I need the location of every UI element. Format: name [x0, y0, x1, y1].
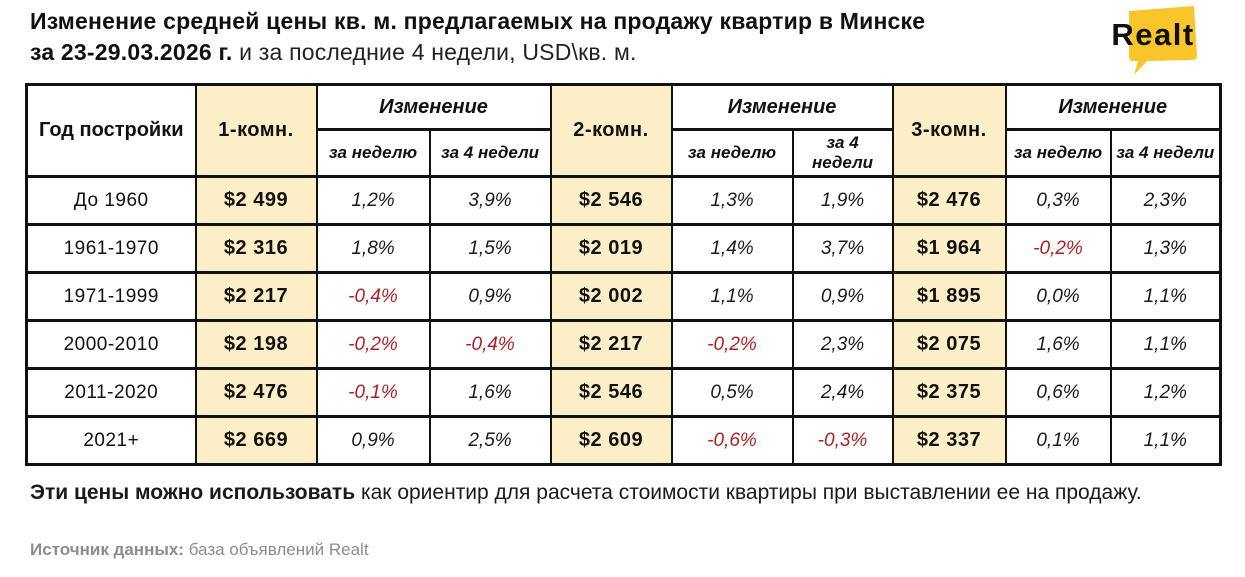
price-cell: $2 198	[194, 319, 318, 370]
change-cell: 0,9%	[315, 415, 431, 466]
col-subheader-4weeks-3: за 4 недели	[1109, 128, 1222, 178]
realt-logo-text: Realt	[1111, 17, 1194, 52]
change-cell: 1,3%	[670, 175, 794, 226]
change-cell: 1,2%	[315, 175, 431, 226]
price-cell: $2 669	[194, 415, 318, 466]
year-cell: 1961-1970	[25, 223, 197, 274]
change-cell: 1,6%	[428, 367, 552, 418]
price-cell: $2 375	[891, 367, 1007, 418]
title-units: и за последние 4 недели, USD\кв. м.	[232, 39, 637, 65]
title-block: Изменение средней цены кв. м. предлагаем…	[30, 6, 1090, 68]
col-header-change-1: Изменение	[315, 83, 552, 131]
change-cell: -0,6%	[670, 415, 794, 466]
price-cell: $2 476	[891, 175, 1007, 226]
price-cell: $2 337	[891, 415, 1007, 466]
change-cell: -0,3%	[791, 415, 894, 466]
price-cell: $2 476	[194, 367, 318, 418]
usage-note-rest: как ориентир для расчета стоимости кварт…	[355, 481, 1142, 504]
table-row: 1971-1999 $2 217 -0,4% 0,9% $2 002 1,1% 0,9% $1…	[25, 271, 1222, 322]
data-source-value: база объявлений Realt	[183, 540, 369, 559]
col-header-rooms-3: 3-комн.	[891, 83, 1007, 178]
price-cell: $2 002	[549, 271, 673, 322]
year-cell: 2011-2020	[25, 367, 197, 418]
change-cell: -0,2%	[1004, 223, 1112, 274]
page-title-line2: за 23-29.03.2026 г. и за последние 4 нед…	[30, 37, 1090, 68]
col-subheader-week-3: за неделю	[1004, 128, 1112, 178]
change-cell: 2,5%	[428, 415, 552, 466]
change-cell: -0,2%	[670, 319, 794, 370]
change-cell: 0,5%	[670, 367, 794, 418]
usage-note: Эти цены можно использовать как ориентир…	[30, 477, 1210, 508]
change-cell: 1,1%	[1109, 319, 1222, 370]
price-cell: $2 499	[194, 175, 318, 226]
change-cell: 0,1%	[1004, 415, 1112, 466]
change-cell: 1,8%	[315, 223, 431, 274]
col-header-change-3: Изменение	[1004, 83, 1222, 131]
data-source-label: Источник данных:	[30, 540, 184, 559]
change-cell: 1,1%	[1109, 415, 1222, 466]
change-cell: 0,9%	[791, 271, 894, 322]
table-row: 1961-1970 $2 316 1,8% 1,5% $2 019 1,4% 3,7% $1 …	[25, 223, 1222, 274]
data-source: Источник данных: база объявлений Realt	[30, 540, 369, 560]
change-cell: -0,1%	[315, 367, 431, 418]
change-cell: 0,0%	[1004, 271, 1112, 322]
change-cell: 0,6%	[1004, 367, 1112, 418]
col-header-rooms-2: 2-комн.	[549, 83, 673, 178]
price-cell: $1 895	[891, 271, 1007, 322]
price-cell: $2 217	[194, 271, 318, 322]
year-cell: 2000-2010	[25, 319, 197, 370]
change-cell: 0,3%	[1004, 175, 1112, 226]
change-cell: -0,4%	[315, 271, 431, 322]
title-period: за 23-29.03.2026 г.	[30, 39, 233, 65]
col-header-year: Год постройки	[25, 83, 197, 178]
change-cell: 1,5%	[428, 223, 552, 274]
price-cell: $2 019	[549, 223, 673, 274]
change-cell: 1,3%	[1109, 223, 1222, 274]
change-cell: 3,9%	[428, 175, 552, 226]
realt-logo: Realt	[1091, 4, 1219, 76]
change-cell: 0,9%	[428, 271, 552, 322]
usage-note-bold: Эти цены можно использовать	[30, 481, 356, 504]
change-cell: 1,2%	[1109, 367, 1222, 418]
change-cell: -0,4%	[428, 319, 552, 370]
col-subheader-week-1: за неделю	[315, 128, 431, 178]
realt-logo-icon: Realt	[1111, 6, 1197, 75]
table-row: До 1960 $2 499 1,2% 3,9% $2 546 1,3% 1,9% $2 47…	[25, 175, 1222, 226]
price-cell: $2 546	[549, 175, 673, 226]
price-cell: $2 075	[891, 319, 1007, 370]
speech-bubble-shape	[1129, 6, 1197, 75]
change-cell: 2,4%	[791, 367, 894, 418]
price-cell: $1 964	[891, 223, 1007, 274]
change-cell: 1,1%	[670, 271, 794, 322]
change-cell: 2,3%	[791, 319, 894, 370]
table-row: 2000-2010 $2 198 -0,2% -0,4% $2 217 -0,2% 2,3%…	[25, 319, 1222, 370]
table-row: 2021+ $2 669 0,9% 2,5% $2 609 -0,6% -0,3% $2 33…	[25, 415, 1222, 466]
change-cell: 1,1%	[1109, 271, 1222, 322]
change-cell: 1,4%	[670, 223, 794, 274]
table-row: 2011-2020 $2 476 -0,1% 1,6% $2 546 0,5% 2,4% $2…	[25, 367, 1222, 418]
year-cell: 2021+	[25, 415, 197, 466]
col-subheader-week-2: за неделю	[670, 128, 794, 178]
change-cell: 1,9%	[791, 175, 894, 226]
price-cell: $2 546	[549, 367, 673, 418]
price-table: Год постройки 1-комн. Изменение 2-комн. …	[25, 83, 1222, 466]
year-cell: До 1960	[25, 175, 197, 226]
change-cell: -0,2%	[315, 319, 431, 370]
price-table-body: До 1960 $2 499 1,2% 3,9% $2 546 1,3% 1,9% $2 47…	[25, 175, 1222, 466]
price-cell: $2 316	[194, 223, 318, 274]
page-title-line1: Изменение средней цены кв. м. предлагаем…	[30, 8, 926, 34]
change-cell: 3,7%	[791, 223, 894, 274]
price-cell: $2 217	[549, 319, 673, 370]
change-cell: 1,6%	[1004, 319, 1112, 370]
col-header-rooms-1: 1-комн.	[194, 83, 318, 178]
col-subheader-4weeks-1: за 4 недели	[428, 128, 552, 178]
col-subheader-4weeks-2: за 4 недели	[791, 128, 894, 178]
price-cell: $2 609	[549, 415, 673, 466]
change-cell: 2,3%	[1109, 175, 1222, 226]
year-cell: 1971-1999	[25, 271, 197, 322]
col-header-change-2: Изменение	[670, 83, 894, 131]
